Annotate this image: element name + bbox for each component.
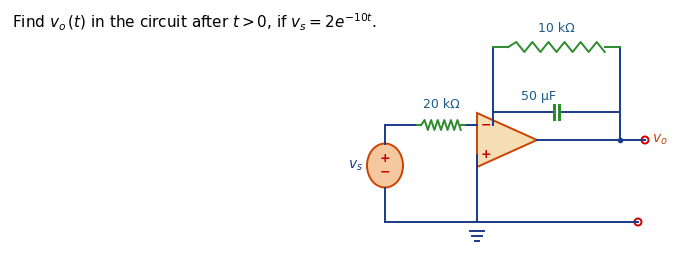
Text: +: + (481, 148, 491, 161)
Text: 10 kΩ: 10 kΩ (538, 22, 575, 35)
Text: Find $v_o\,(t)$ in the circuit after $t > 0$, if $v_s = 2e^{-10t}$.: Find $v_o\,(t)$ in the circuit after $t … (12, 12, 377, 33)
Ellipse shape (367, 143, 403, 188)
Text: $v_o$: $v_o$ (652, 133, 668, 147)
Text: 50 μF: 50 μF (521, 90, 556, 103)
Text: +: + (380, 152, 391, 165)
Text: −: − (481, 119, 491, 132)
Text: 20 kΩ: 20 kΩ (422, 98, 460, 111)
Circle shape (635, 219, 642, 225)
Text: −: − (380, 166, 391, 179)
Text: $v_s$: $v_s$ (348, 158, 363, 173)
Circle shape (642, 137, 649, 143)
Polygon shape (477, 113, 537, 167)
